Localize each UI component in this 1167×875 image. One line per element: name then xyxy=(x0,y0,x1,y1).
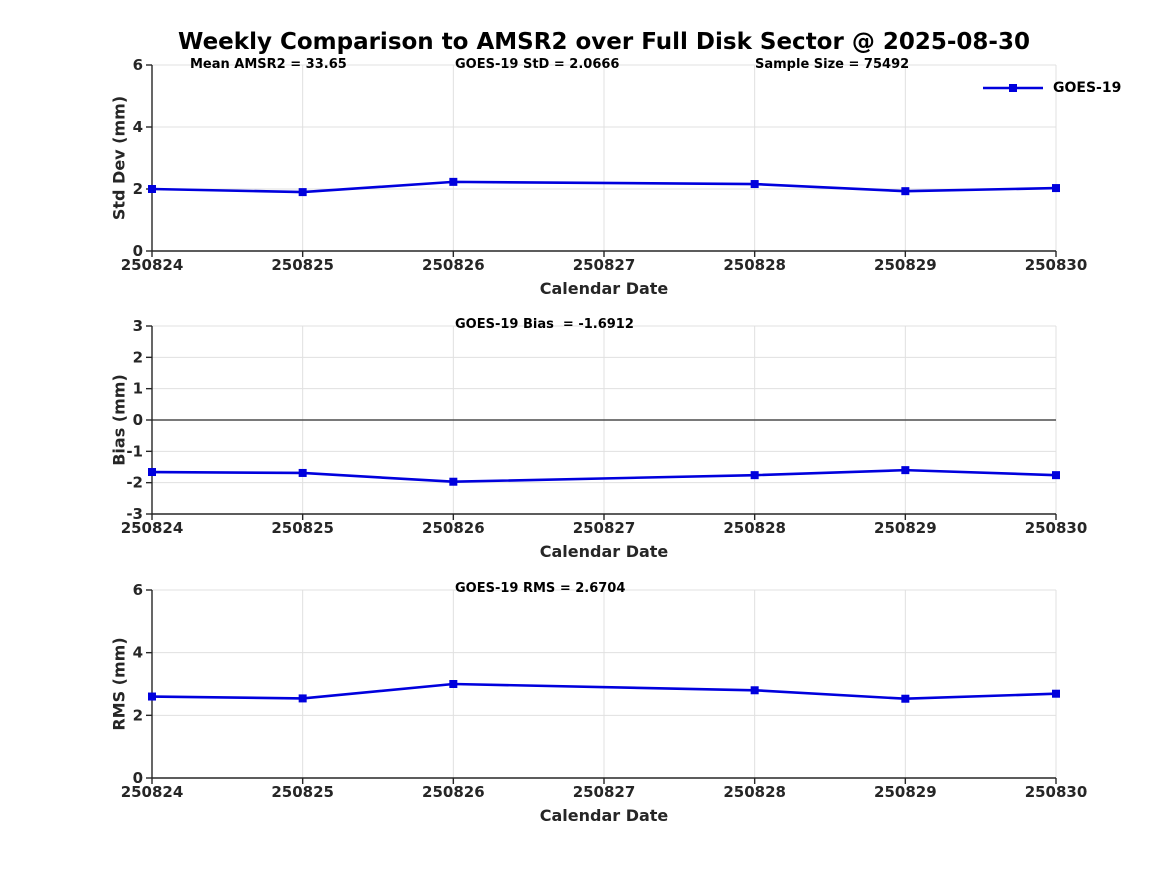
data-point-marker xyxy=(1052,184,1060,193)
data-point-marker xyxy=(1052,471,1060,480)
x-tick-label: 250825 xyxy=(271,519,334,537)
x-tick-label: 250826 xyxy=(422,783,485,801)
legend-label: GOES-19 xyxy=(1053,80,1122,96)
x-tick-label: 250826 xyxy=(422,519,485,537)
data-point-marker xyxy=(901,187,910,196)
bias-y-axis-label: Bias (mm) xyxy=(109,374,129,466)
data-point-marker xyxy=(148,185,156,193)
data-point-marker xyxy=(901,466,910,475)
legend-square-marker-icon xyxy=(1009,84,1017,92)
data-point-marker xyxy=(449,477,458,486)
data-point-marker xyxy=(449,177,458,186)
rms-y-axis-label: RMS (mm) xyxy=(109,637,129,731)
stddev-y-axis-label: Std Dev (mm) xyxy=(109,95,129,221)
x-tick-label: 250828 xyxy=(723,256,786,274)
y-tick-label: 0 xyxy=(133,769,143,787)
x-tick-label: 250828 xyxy=(723,783,786,801)
x-tick-label: 250824 xyxy=(121,519,184,537)
series-line xyxy=(151,468,1057,484)
data-point-marker xyxy=(750,471,759,480)
y-tick-label: 2 xyxy=(133,180,143,198)
y-tick-label: 3 xyxy=(133,317,143,335)
data-point-marker xyxy=(1052,689,1060,698)
y-tick-label: 4 xyxy=(133,644,143,662)
x-tick-label: 250824 xyxy=(121,256,184,274)
x-tick-label: 250824 xyxy=(121,783,184,801)
data-point-marker xyxy=(148,692,156,701)
x-tick-label: 250826 xyxy=(422,256,485,274)
series-line xyxy=(151,682,1057,701)
data-point-marker xyxy=(750,686,759,695)
x-tick-label: 250830 xyxy=(1025,256,1088,274)
series-line xyxy=(151,180,1057,194)
x-tick-label: 250827 xyxy=(573,783,636,801)
stddev-x-axis-label: Calendar Date xyxy=(539,279,669,298)
rms-x-axis-label: Calendar Date xyxy=(539,806,669,825)
data-point-marker xyxy=(901,694,910,703)
legend: GOES-19 xyxy=(983,79,1121,97)
x-tick-label: 250829 xyxy=(874,519,937,537)
annotation-mean-amsr2: Mean AMSR2 = 33.65 xyxy=(190,57,347,72)
bias-x-axis-label: Calendar Date xyxy=(539,542,669,561)
x-tick-label: 250829 xyxy=(874,783,937,801)
figure-title: Weekly Comparison to AMSR2 over Full Dis… xyxy=(178,29,1030,55)
x-tick-label: 250828 xyxy=(723,519,786,537)
data-point-marker xyxy=(449,680,458,688)
data-point-marker xyxy=(148,468,156,477)
y-tick-label: 0 xyxy=(133,411,143,429)
data-point-marker xyxy=(298,188,307,197)
annotation-goes19-rms: GOES-19 RMS = 2.6704 xyxy=(455,581,626,596)
legend-line-sample xyxy=(983,84,1043,92)
y-tick-label: 2 xyxy=(133,348,143,366)
rms-subplot: 250824 250825 250826 250827 250828 250829 2508… xyxy=(121,581,1088,801)
stddev-subplot: 250824 250825 250826 250827 250828 250829 2508… xyxy=(121,56,1088,274)
annotation-goes19-bias: GOES-19 Bias = -1.6912 xyxy=(455,317,634,332)
annotation-sample-size: Sample Size = 75492 xyxy=(755,57,910,72)
y-tick-label: 4 xyxy=(133,118,143,136)
x-tick-label: 250827 xyxy=(573,519,636,537)
y-tick-label: 2 xyxy=(133,706,143,724)
x-tick-label: 250825 xyxy=(271,256,334,274)
y-tick-label: 6 xyxy=(133,56,143,74)
x-tick-label: 250829 xyxy=(874,256,937,274)
y-tick-label: 6 xyxy=(133,581,143,599)
data-point-marker xyxy=(298,694,307,703)
y-tick-label: -2 xyxy=(126,474,143,492)
x-tick-label: 250830 xyxy=(1025,519,1088,537)
y-tick-label: -3 xyxy=(126,505,143,523)
annotation-goes19-std: GOES-19 StD = 2.0666 xyxy=(455,57,620,72)
y-tick-label: 0 xyxy=(133,242,143,260)
data-point-marker xyxy=(750,180,759,189)
x-tick-label: 250827 xyxy=(573,256,636,274)
y-tick-label: 1 xyxy=(133,380,143,398)
x-tick-label: 250830 xyxy=(1025,783,1088,801)
bias-subplot: 250824 250825 250826 250827 250828 250829 2508… xyxy=(121,317,1088,537)
y-tick-label: -1 xyxy=(126,442,143,460)
x-tick-label: 250825 xyxy=(271,783,334,801)
data-point-marker xyxy=(298,468,307,477)
